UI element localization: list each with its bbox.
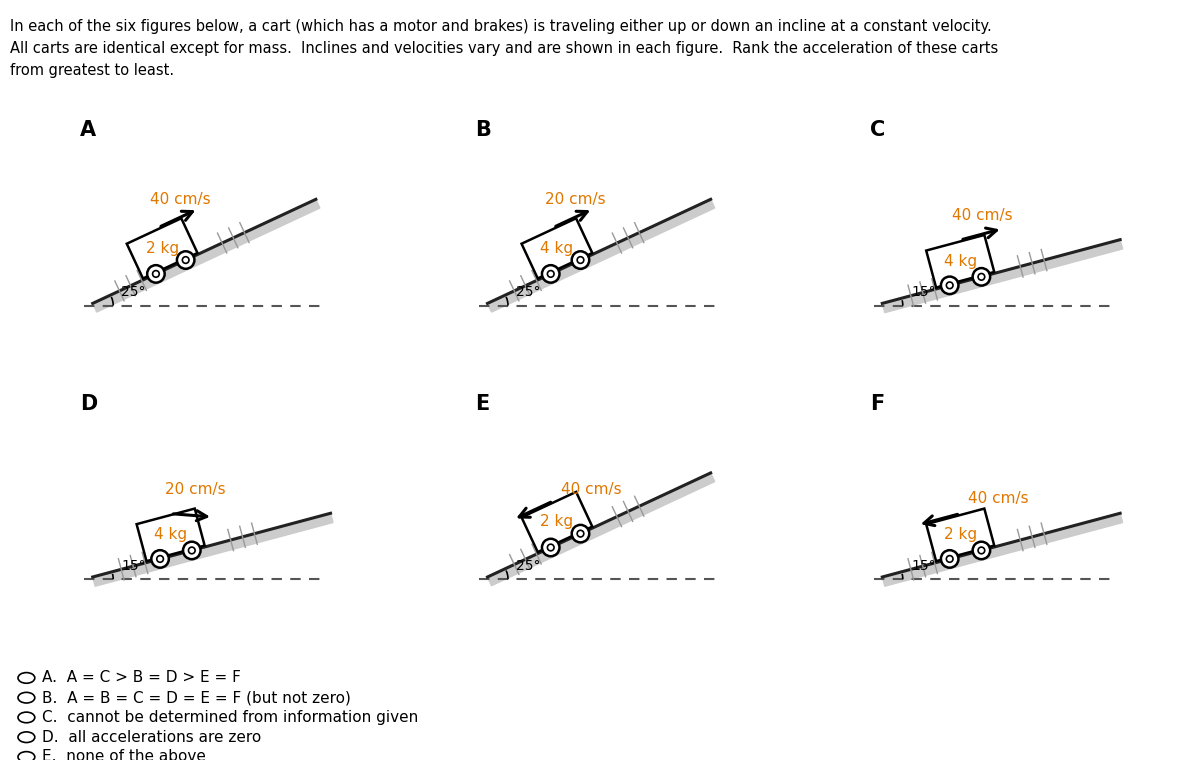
Text: B.  A = B = C = D = E = F (but not zero): B. A = B = C = D = E = F (but not zero) [42,690,350,705]
Polygon shape [127,218,198,278]
Circle shape [941,277,959,294]
Text: 25°: 25° [516,559,541,573]
Circle shape [973,268,990,286]
Circle shape [182,257,190,264]
Circle shape [547,271,554,277]
Circle shape [978,274,985,280]
Circle shape [577,257,584,264]
Circle shape [184,542,200,559]
Circle shape [577,530,584,537]
Text: 40 cm/s: 40 cm/s [150,192,211,207]
Text: 4 kg: 4 kg [154,527,187,543]
Circle shape [571,252,589,269]
Text: A.  A = C > B = D > E = F: A. A = C > B = D > E = F [42,670,241,686]
Polygon shape [487,199,715,312]
Circle shape [176,252,194,269]
Circle shape [188,547,196,554]
Text: E: E [475,394,490,413]
Circle shape [941,550,959,568]
Text: 20 cm/s: 20 cm/s [166,482,226,497]
Circle shape [152,271,160,277]
Polygon shape [522,492,593,552]
Polygon shape [92,513,334,586]
Polygon shape [882,513,1123,586]
Text: C: C [870,120,886,140]
Text: 2 kg: 2 kg [145,241,179,256]
Text: 40 cm/s: 40 cm/s [952,208,1013,223]
Circle shape [157,556,163,562]
Text: 25°: 25° [516,285,541,299]
Circle shape [542,265,559,283]
Polygon shape [926,235,995,287]
Text: 40 cm/s: 40 cm/s [968,491,1030,505]
Text: D: D [80,394,97,413]
Text: D.  all accelerations are zero: D. all accelerations are zero [42,730,262,745]
Polygon shape [522,218,593,278]
Text: 2 kg: 2 kg [540,515,574,530]
Circle shape [542,539,559,556]
Polygon shape [92,199,320,312]
Text: In each of the six figures below, a cart (which has a motor and brakes) is trave: In each of the six figures below, a cart… [10,19,998,78]
Circle shape [547,544,554,551]
Text: A: A [80,120,96,140]
Text: F: F [870,394,884,413]
Circle shape [947,282,953,289]
Text: 25°: 25° [121,285,146,299]
Polygon shape [926,508,995,561]
Text: 20 cm/s: 20 cm/s [545,192,606,207]
Text: 15°: 15° [121,559,146,573]
Circle shape [151,550,169,568]
Text: E.  none of the above: E. none of the above [42,749,206,760]
Text: 2 kg: 2 kg [943,527,977,543]
Polygon shape [137,508,205,561]
Circle shape [978,547,985,554]
Text: 4 kg: 4 kg [540,241,574,256]
Text: C.  cannot be determined from information given: C. cannot be determined from information… [42,710,419,725]
Circle shape [571,525,589,543]
Polygon shape [882,239,1123,312]
Polygon shape [487,473,715,586]
Circle shape [947,556,953,562]
Text: 4 kg: 4 kg [943,254,977,269]
Text: B: B [475,120,491,140]
Text: 15°: 15° [911,559,936,573]
Text: 15°: 15° [911,285,936,299]
Circle shape [973,542,990,559]
Circle shape [148,265,164,283]
Text: 40 cm/s: 40 cm/s [562,482,622,496]
